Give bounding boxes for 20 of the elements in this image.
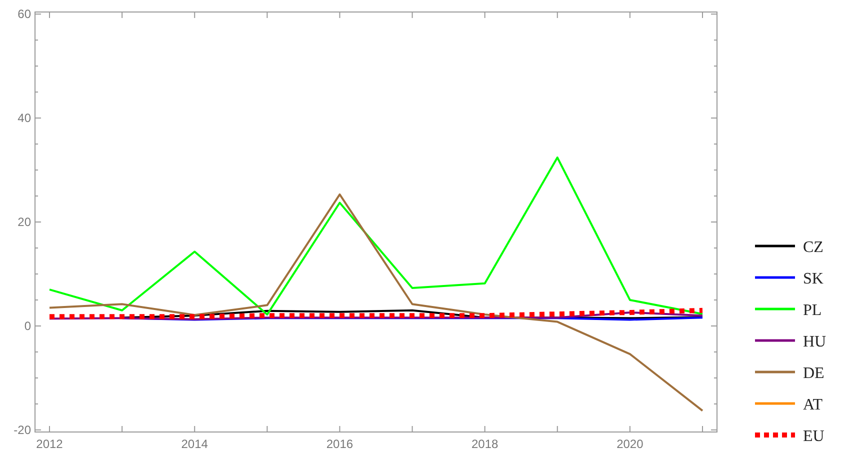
line-series xyxy=(48,156,704,316)
y-tick-label: 0 xyxy=(24,318,32,333)
x-tick-label: 2016 xyxy=(326,437,354,451)
legend-label: HU xyxy=(803,334,827,350)
legend-label: CZ xyxy=(803,239,824,256)
legend-label: DE xyxy=(803,365,824,382)
legend-label: EU xyxy=(803,428,825,445)
line-series xyxy=(48,193,704,412)
legend-label: SK xyxy=(803,270,824,288)
y-tick-label: 20 xyxy=(18,215,32,229)
y-tick-label: 60 xyxy=(18,7,32,22)
y-tick-label: -20 xyxy=(14,422,32,437)
line-series xyxy=(48,311,704,320)
legend-label: AT xyxy=(803,396,823,414)
x-tick-label: 2018 xyxy=(471,437,498,451)
legend-label: PL xyxy=(803,302,822,319)
x-tick-label: 2014 xyxy=(181,437,208,451)
x-tick-label: 2020 xyxy=(616,437,644,451)
y-tick-label: 40 xyxy=(18,111,32,126)
x-tick-label: 2012 xyxy=(36,437,64,451)
